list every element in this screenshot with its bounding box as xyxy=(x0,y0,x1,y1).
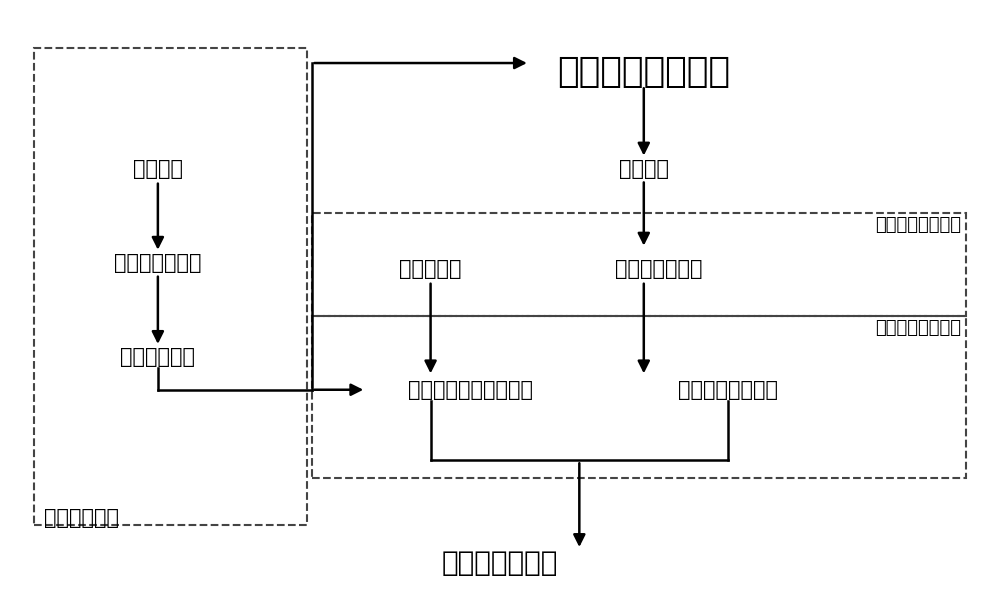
Text: 路网设计: 路网设计 xyxy=(133,159,183,179)
Bar xyxy=(34,48,307,525)
Text: 三维场景渲染: 三维场景渲染 xyxy=(120,347,195,367)
Text: 仿真场景观察视角运动: 仿真场景观察视角运动 xyxy=(408,380,533,400)
Bar xyxy=(312,316,966,478)
Text: 场景可视化模块: 场景可视化模块 xyxy=(442,549,558,577)
Text: 传感器仿真: 传感器仿真 xyxy=(399,259,462,279)
Text: 场景仿真模块: 场景仿真模块 xyxy=(44,508,119,528)
Bar xyxy=(312,213,966,316)
Text: 相对运动解算模块: 相对运动解算模块 xyxy=(875,319,961,337)
Text: 教育小车实车运动: 教育小车实车运动 xyxy=(678,380,778,400)
Text: 自动驾驶相关算法: 自动驾驶相关算法 xyxy=(557,55,730,89)
Text: 车辆动力学模型: 车辆动力学模型 xyxy=(615,259,702,279)
Text: 动态障碍物配置: 动态障碍物配置 xyxy=(114,253,202,273)
Text: 教育小车仿真模块: 教育小车仿真模块 xyxy=(875,216,961,234)
Text: 控制指令: 控制指令 xyxy=(619,159,669,179)
